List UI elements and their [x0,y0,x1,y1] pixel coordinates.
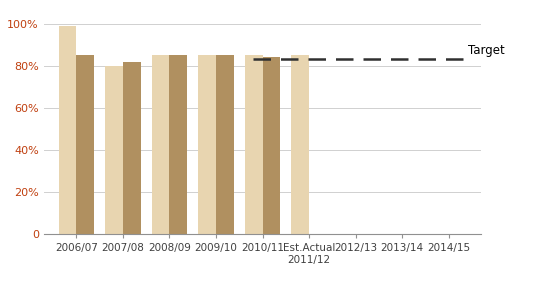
Bar [123,61,141,234]
Bar [199,55,216,234]
Bar [152,55,170,234]
Legend: Quality, Usefulness: Quality, Usefulness [103,299,317,300]
Bar [263,57,280,234]
Bar [59,26,77,234]
Text: Target: Target [468,44,505,57]
Bar [105,66,123,234]
Bar [292,55,309,234]
Bar [170,55,187,234]
Bar [77,55,94,234]
Bar [245,55,263,234]
Bar [216,55,234,234]
